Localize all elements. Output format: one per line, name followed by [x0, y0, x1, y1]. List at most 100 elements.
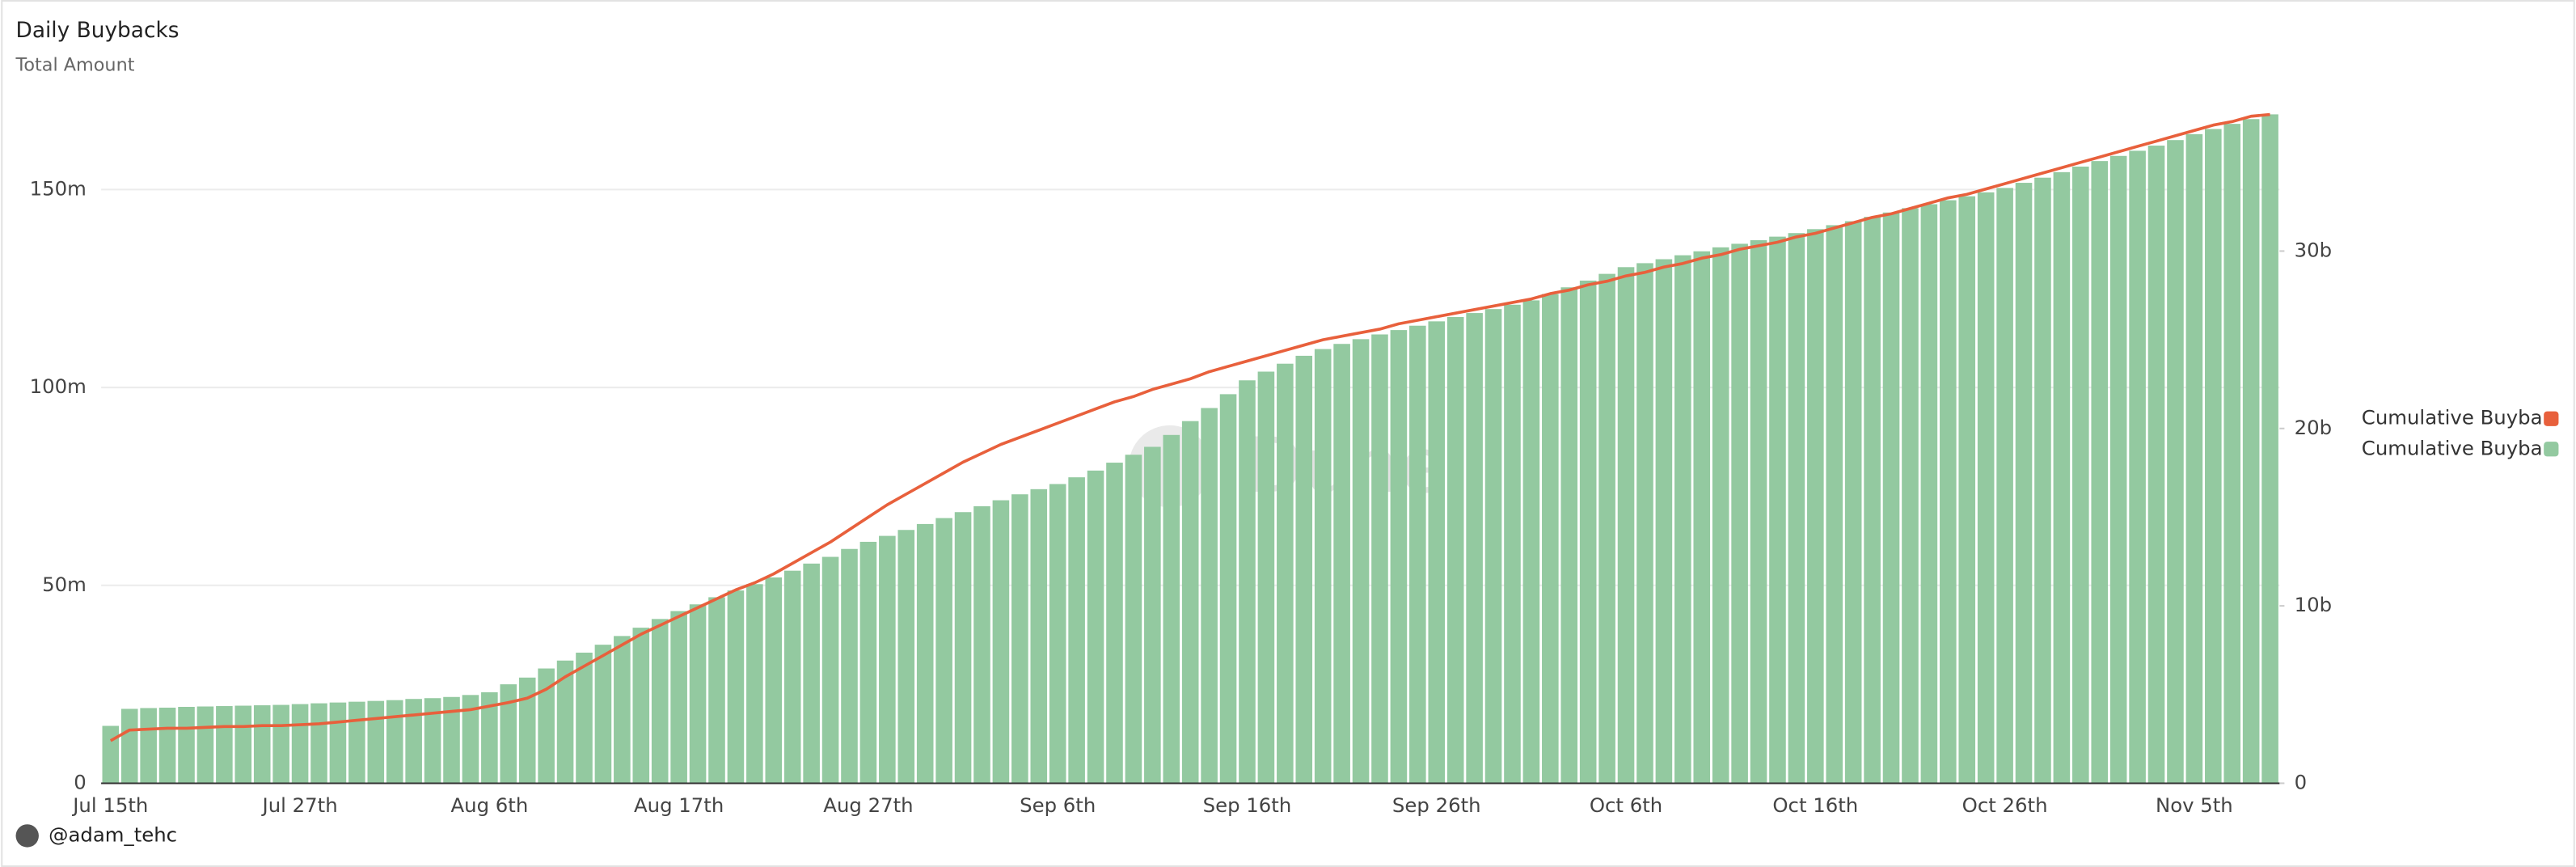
bar: [1163, 434, 1180, 784]
bar: [1844, 221, 1862, 784]
avatar: [15, 824, 39, 848]
bar: [2053, 171, 2071, 784]
bar: [1864, 217, 1881, 784]
bar: [310, 703, 327, 784]
bar: [1466, 313, 1483, 784]
line: [109, 112, 2270, 742]
bar: [196, 706, 214, 784]
bar: [2091, 161, 2109, 784]
bar: [1333, 344, 1350, 784]
bar: [1030, 488, 1048, 784]
bar: [594, 645, 612, 784]
bar: [1125, 455, 1142, 784]
bar: [1579, 280, 1597, 784]
x-tick-label: Aug 17th: [634, 793, 724, 817]
bar: [765, 577, 783, 784]
bar: [576, 652, 593, 784]
x-tick-label: Jul 27th: [261, 793, 338, 817]
y-tick-label: 100m: [30, 374, 87, 398]
y-tick-label: 0: [74, 770, 87, 793]
x-tick-label: Sep 26th: [1392, 793, 1481, 817]
bar: [2223, 124, 2241, 784]
bar: [1769, 236, 1786, 784]
bar: [1542, 294, 1559, 784]
bar: [1219, 394, 1237, 784]
bar: [1902, 208, 1919, 784]
bar: [1239, 380, 1256, 784]
bar: [670, 611, 687, 784]
bar: [614, 636, 631, 784]
bar: [1560, 287, 1578, 784]
bar: [803, 563, 820, 784]
author: @adam_tehc: [49, 823, 177, 846]
bar: [973, 505, 990, 784]
y2-tick-label: 20b: [2295, 416, 2332, 439]
bar: [1144, 446, 1161, 784]
legend-swatch: [2544, 411, 2559, 426]
bar: [879, 535, 896, 784]
bar: [1674, 255, 1691, 784]
bar: [1826, 225, 1843, 784]
bar: [1788, 233, 1805, 784]
bar: [746, 584, 763, 784]
bar: [783, 570, 801, 784]
bar: [859, 541, 877, 784]
bar: [1940, 200, 1957, 784]
bar: [481, 691, 498, 784]
bar: [1087, 470, 1104, 784]
bar: [1693, 251, 1711, 784]
bar: [1920, 204, 1938, 784]
legend-swatch: [2544, 442, 2559, 457]
bar: [2015, 183, 2033, 784]
bar: [1617, 267, 1635, 784]
y-tick-label: 150m: [30, 176, 87, 200]
y2-tick-label: 0: [2295, 770, 2308, 793]
bar: [1257, 371, 1275, 784]
x-tick-label: Oct 16th: [1772, 793, 1858, 817]
bar: [234, 705, 252, 784]
bar: [538, 668, 555, 784]
bar: [1996, 188, 2013, 784]
bar: [158, 707, 176, 784]
bar: [651, 619, 669, 784]
bar: [821, 556, 839, 784]
bar: [1352, 339, 1370, 784]
bar: [1446, 316, 1464, 784]
bar: [2109, 155, 2127, 784]
bar: [2242, 119, 2260, 784]
bar: [348, 701, 365, 784]
bar: [1958, 196, 1976, 784]
bar: [367, 700, 385, 784]
bar: [954, 512, 972, 784]
bar: [2167, 140, 2184, 784]
y-tick-label: 50m: [42, 573, 87, 596]
bar: [1049, 484, 1066, 784]
bar: [500, 684, 517, 784]
bar: [1277, 363, 1294, 784]
bar: [1371, 334, 1388, 784]
bar: [1504, 304, 1521, 784]
bar: [1011, 494, 1028, 784]
bar: [556, 660, 574, 784]
y2-tick-label: 30b: [2295, 238, 2332, 261]
bar: [632, 628, 650, 784]
bar: [1201, 408, 1218, 784]
chart-subtitle: Total Amount: [15, 55, 135, 76]
bar: [2205, 129, 2222, 784]
bar: [1807, 229, 1824, 784]
bar: [1731, 243, 1748, 784]
bar: [1977, 192, 1995, 784]
bar: [1106, 463, 1123, 784]
bar: [992, 500, 1010, 784]
bar: [2129, 150, 2146, 784]
bar: [1428, 321, 1446, 784]
legend-label: Cumulative Buyba: [2362, 436, 2543, 459]
bar: [291, 704, 309, 784]
bar: [1181, 421, 1199, 784]
bar: [253, 705, 271, 784]
bar: [2147, 146, 2165, 784]
x-tick-label: Sep 16th: [1203, 793, 1292, 817]
x-tick-label: Aug 6th: [450, 793, 528, 817]
bar: [689, 604, 707, 784]
